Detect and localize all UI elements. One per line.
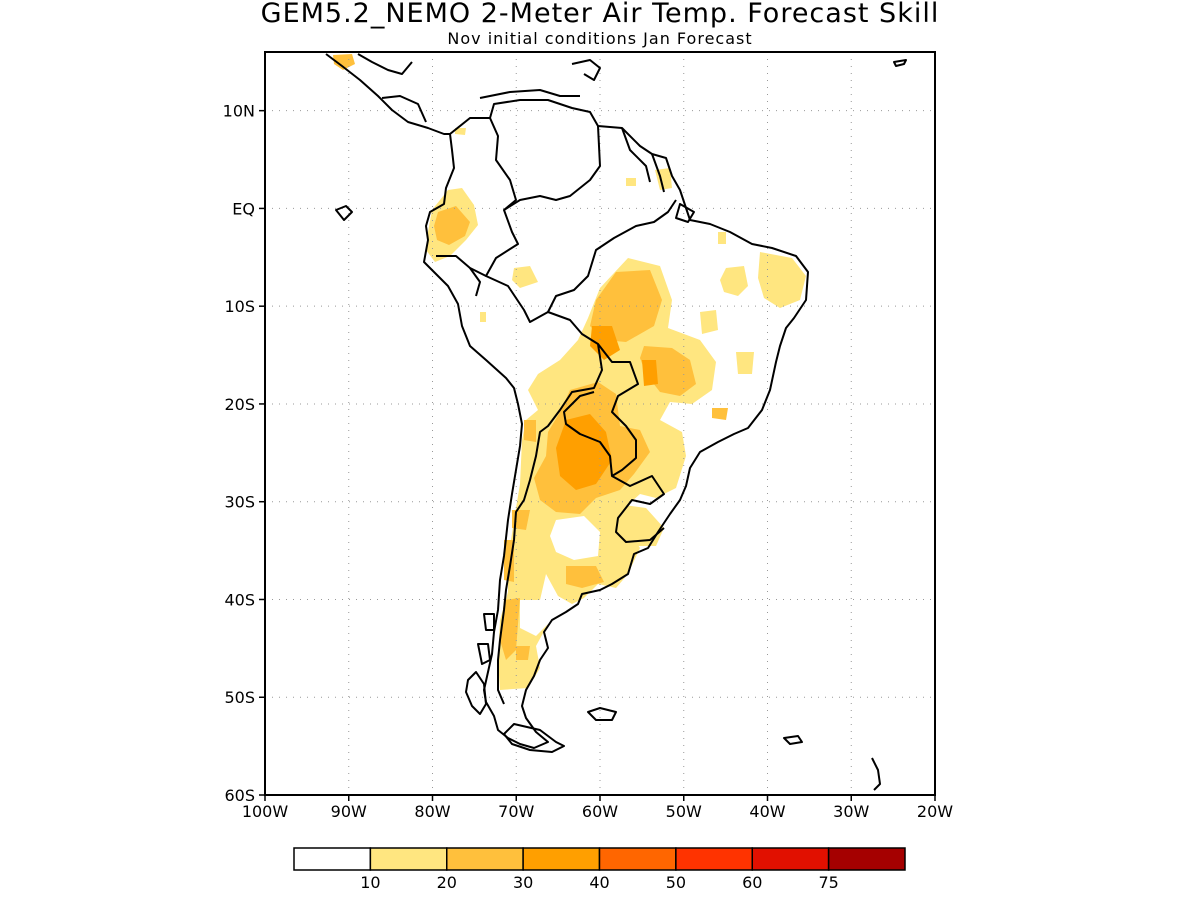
- colorbar-swatch: [293, 847, 372, 871]
- lon-tick-label: 20W: [917, 802, 953, 821]
- lon-tick-label: 100W: [242, 802, 289, 821]
- colorbar-label: 10: [360, 873, 380, 892]
- colorbar-swatch: [675, 847, 753, 871]
- colorbar-label: 60: [742, 873, 762, 892]
- map-title: GEM5.2_NEMO 2-Meter Air Temp. Forecast S…: [260, 0, 940, 29]
- colorbar-swatch: [369, 847, 448, 871]
- colorbar-label: 30: [513, 873, 533, 892]
- map-subtitle: Nov initial conditions Jan Forecast: [447, 29, 753, 48]
- colorbar-swatch: [446, 847, 524, 871]
- lat-tick-label: 10S: [224, 297, 255, 316]
- lon-tick-label: 50W: [666, 802, 702, 821]
- latitude-axis: 10N EQ 10S 20S 30S 40S 50S 60S: [223, 102, 265, 805]
- lon-tick-label: 60W: [582, 802, 618, 821]
- lat-tick-label: 20S: [224, 395, 255, 414]
- lat-tick-label: EQ: [232, 199, 255, 218]
- lat-tick-label: 60S: [224, 786, 255, 805]
- colorbar-label: 20: [437, 873, 457, 892]
- colorbar-label: 50: [666, 873, 686, 892]
- map-gridlines: [265, 52, 935, 795]
- colorbar: 10 20 30 40 50 60 75: [293, 847, 906, 892]
- lon-tick-label: 40W: [749, 802, 785, 821]
- colorbar-label: 40: [589, 873, 609, 892]
- lon-tick-label: 90W: [331, 802, 367, 821]
- lon-tick-label: 30W: [833, 802, 869, 821]
- lat-tick-label: 30S: [224, 493, 255, 512]
- lat-tick-label: 40S: [224, 590, 255, 609]
- colorbar-swatch: [827, 847, 906, 871]
- longitude-axis: 100W 90W 80W 70W 60W 50W 40W 30W 20W: [242, 795, 953, 821]
- lon-tick-label: 80W: [414, 802, 450, 821]
- skill-shading: [333, 54, 806, 690]
- colorbar-swatch: [522, 847, 601, 871]
- coastlines: [325, 53, 907, 791]
- lon-tick-label: 70W: [498, 802, 534, 821]
- lat-tick-label: 50S: [224, 688, 255, 707]
- colorbar-swatch: [598, 847, 677, 871]
- colorbar-swatch: [751, 847, 830, 871]
- lat-tick-label: 10N: [223, 102, 255, 121]
- colorbar-label: 75: [818, 873, 838, 892]
